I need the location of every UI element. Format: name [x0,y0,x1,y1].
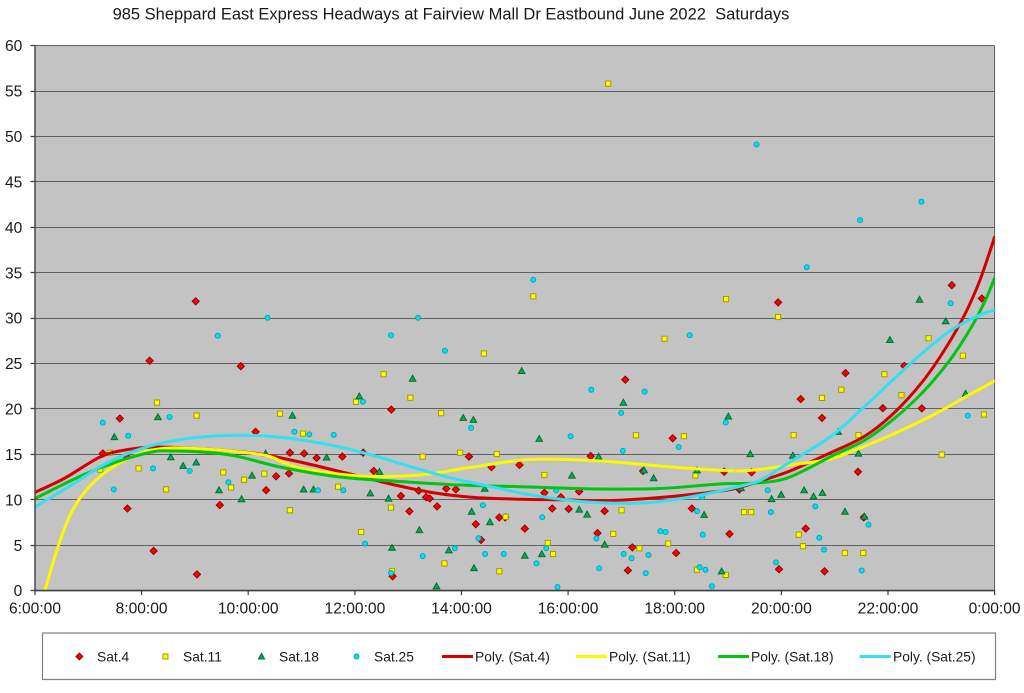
svg-text:Poly. (Sat.18): Poly. (Sat.18) [751,650,834,665]
svg-text:60: 60 [5,38,23,55]
svg-text:45: 45 [5,175,23,192]
svg-text:35: 35 [5,265,23,282]
svg-text:Poly. (Sat.25): Poly. (Sat.25) [893,650,976,665]
svg-text:30: 30 [5,311,23,328]
svg-text:16:00:00: 16:00:00 [538,601,599,618]
svg-text:20:00:00: 20:00:00 [751,601,812,618]
svg-text:15: 15 [5,447,23,464]
svg-text:25: 25 [5,356,23,373]
svg-text:14:00:00: 14:00:00 [431,601,492,618]
svg-text:985 Sheppard East Express Head: 985 Sheppard East Express Headways at Fa… [113,5,790,23]
svg-text:20: 20 [5,402,23,419]
svg-text:40: 40 [5,220,23,237]
svg-text:8:00:00: 8:00:00 [116,601,168,618]
svg-text:Poly. (Sat.11): Poly. (Sat.11) [609,650,691,665]
svg-text:Sat.11: Sat.11 [183,650,222,665]
svg-text:55: 55 [5,84,23,101]
svg-text:5: 5 [14,538,23,555]
svg-text:10:00:00: 10:00:00 [218,601,279,618]
svg-text:Sat.25: Sat.25 [374,650,414,665]
svg-text:0:00:00: 0:00:00 [969,601,1021,618]
svg-text:6:00:00: 6:00:00 [9,601,61,618]
svg-text:50: 50 [5,129,23,146]
svg-text:0: 0 [14,583,23,600]
svg-text:Sat.4: Sat.4 [97,650,130,665]
svg-text:10: 10 [5,492,23,509]
svg-text:Sat.18: Sat.18 [279,650,319,665]
svg-text:Poly. (Sat.4): Poly. (Sat.4) [475,650,550,665]
svg-text:18:00:00: 18:00:00 [644,601,705,618]
svg-text:22:00:00: 22:00:00 [858,601,919,618]
svg-text:12:00:00: 12:00:00 [325,601,386,618]
